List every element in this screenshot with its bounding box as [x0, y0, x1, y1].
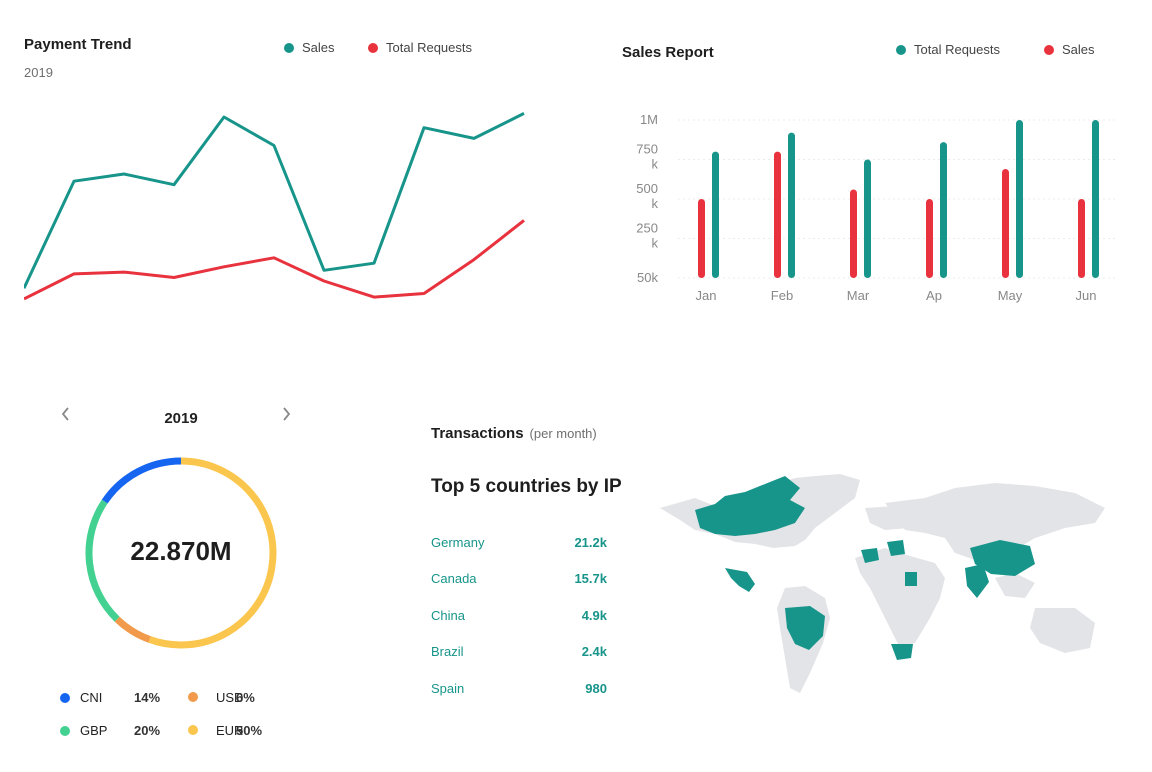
- legend-pct-cni: 14%: [134, 690, 161, 705]
- x-tick-label: Jun: [1076, 288, 1097, 303]
- legend-label: Total Requests: [386, 40, 472, 55]
- x-tick-label: Jan: [696, 288, 717, 303]
- legend-dot: [1044, 44, 1054, 55]
- list-item[interactable]: Canada 15.7k: [431, 561, 607, 598]
- legend-label: Total Requests: [914, 42, 1000, 57]
- donut-slice-gbp: [85, 499, 120, 622]
- list-item[interactable]: Spain 980: [431, 670, 607, 707]
- legend-item-sales[interactable]: Sales: [1044, 42, 1095, 57]
- map-highlighted-countries: [695, 476, 1035, 660]
- currency-legend: CNI 14% USD 6% GBP 20% EUR 50%: [60, 690, 276, 738]
- y-tick-label: 500 k: [636, 181, 658, 211]
- legend-label-cni: CNI: [80, 690, 103, 705]
- list-item[interactable]: Brazil 2.4k: [431, 634, 607, 671]
- legend-label: Sales: [1062, 42, 1095, 57]
- map-base-land: [660, 474, 1105, 693]
- legend-item-total-requests[interactable]: Total Requests: [368, 40, 472, 55]
- transactions-note: (per month): [529, 426, 597, 441]
- sales-report-card: Sales Report Total Requests Sales 1M 750 k…: [622, 40, 1122, 320]
- payment-trend-title: Payment Trend: [24, 36, 132, 53]
- x-tick-label: Ap: [926, 288, 942, 303]
- bar-sales-jan: [698, 199, 705, 278]
- map-country-india: [965, 564, 989, 598]
- bar-total-requests-mar: [864, 159, 871, 278]
- chevron-right-icon[interactable]: [280, 406, 292, 427]
- bar-total-requests-jan: [712, 151, 719, 278]
- bar-sales-jun: [1078, 199, 1085, 278]
- country-value: 4.9k: [581, 607, 607, 623]
- country-value: 2.4k: [581, 644, 607, 660]
- legend-dot: [188, 692, 198, 702]
- country-name: Brazil: [431, 644, 464, 660]
- bar-sales-feb: [774, 151, 781, 278]
- bar-total-requests-may: [1016, 120, 1023, 278]
- legend-item-total-requests[interactable]: Total Requests: [896, 42, 1000, 57]
- map-country-south-africa: [891, 644, 913, 660]
- map-country-canada: [695, 476, 805, 536]
- payment-trend-line-chart: [24, 112, 525, 301]
- donut-slice-eur: [148, 457, 277, 649]
- bar-sales-mar: [850, 189, 857, 278]
- map-country-spain: [861, 548, 879, 563]
- y-tick-label: 1M: [640, 112, 658, 127]
- transactions-card: Transactions (per month) Top 5 countries…: [431, 425, 671, 725]
- legend-dot: [368, 42, 378, 53]
- y-tick-label: 750 k: [636, 142, 658, 172]
- transactions-title: Transactions: [431, 425, 524, 442]
- sales-report-title: Sales Report: [622, 44, 714, 61]
- donut-year: 2019: [164, 410, 198, 427]
- bar-total-requests-ap: [940, 142, 947, 278]
- sales-report-bar-chart: 1M 750 k 500 k 250 k 50k Jan Feb Mar Ap May Jun: [636, 112, 1116, 303]
- legend-label-usd: USD: [216, 690, 244, 705]
- legend-dot: [188, 725, 198, 735]
- legend-dot: [896, 44, 906, 55]
- country-value: 21.2k: [574, 534, 607, 550]
- y-tick-label: 250 k: [636, 221, 658, 251]
- legend-item-sales[interactable]: Sales: [284, 40, 335, 55]
- country-name: Spain: [431, 680, 465, 696]
- list-item[interactable]: China 4.9k: [431, 597, 607, 634]
- country-name: Canada: [431, 571, 477, 587]
- map-country-china: [970, 540, 1035, 576]
- bar-total-requests-jun: [1092, 120, 1099, 278]
- country-value: 980: [585, 680, 607, 696]
- list-item[interactable]: Germany 21.2k: [431, 524, 607, 561]
- donut-slice-cni: [101, 457, 182, 504]
- currency-donut-card: 2019 22.870M CNI 14% USD 6% GBP 20% EUR …: [56, 400, 306, 750]
- country-value: 15.7k: [574, 571, 607, 587]
- bar-sales-may: [1002, 168, 1009, 278]
- country-name: Germany: [431, 534, 485, 550]
- legend-label: Sales: [302, 40, 335, 55]
- legend-dot: [60, 692, 70, 703]
- top-countries-heading: Top 5 countries by IP: [431, 476, 622, 497]
- y-tick-label: 50k: [637, 270, 658, 285]
- x-tick-label: Feb: [771, 288, 793, 303]
- legend-dot: [284, 42, 294, 53]
- x-tick-label: Mar: [847, 288, 870, 303]
- map-country-mexico: [725, 568, 755, 592]
- legend-pct-usd: 6%: [236, 690, 255, 705]
- legend-pct-eur: 50%: [236, 723, 263, 738]
- legend-pct-gbp: 20%: [134, 723, 161, 738]
- x-tick-label: May: [998, 288, 1023, 303]
- donut-slice-usd: [114, 616, 151, 643]
- country-name: China: [431, 607, 465, 623]
- chevron-left-icon[interactable]: [60, 406, 72, 427]
- country-list: Germany 21.2k Canada 15.7k China 4.9k Br…: [431, 524, 671, 707]
- bar-total-requests-feb: [788, 132, 795, 278]
- series-line-total-requests: [24, 219, 525, 301]
- currency-donut-chart: [85, 457, 277, 649]
- payment-trend-card: Payment Trend 2019 Sales Total Requests: [24, 36, 544, 316]
- bar-sales-ap: [926, 199, 933, 278]
- map-country-germany: [887, 540, 905, 556]
- legend-dot: [60, 725, 70, 736]
- map-country-egypt: [905, 572, 917, 586]
- payment-trend-subtitle: 2019: [24, 65, 53, 80]
- donut-total: 22.870M: [130, 536, 232, 566]
- series-line-sales: [24, 112, 525, 289]
- legend-label-gbp: GBP: [80, 723, 108, 738]
- world-map: [660, 474, 1105, 693]
- legend-label-eur: EUR: [216, 723, 244, 738]
- map-country-brazil: [785, 606, 825, 650]
